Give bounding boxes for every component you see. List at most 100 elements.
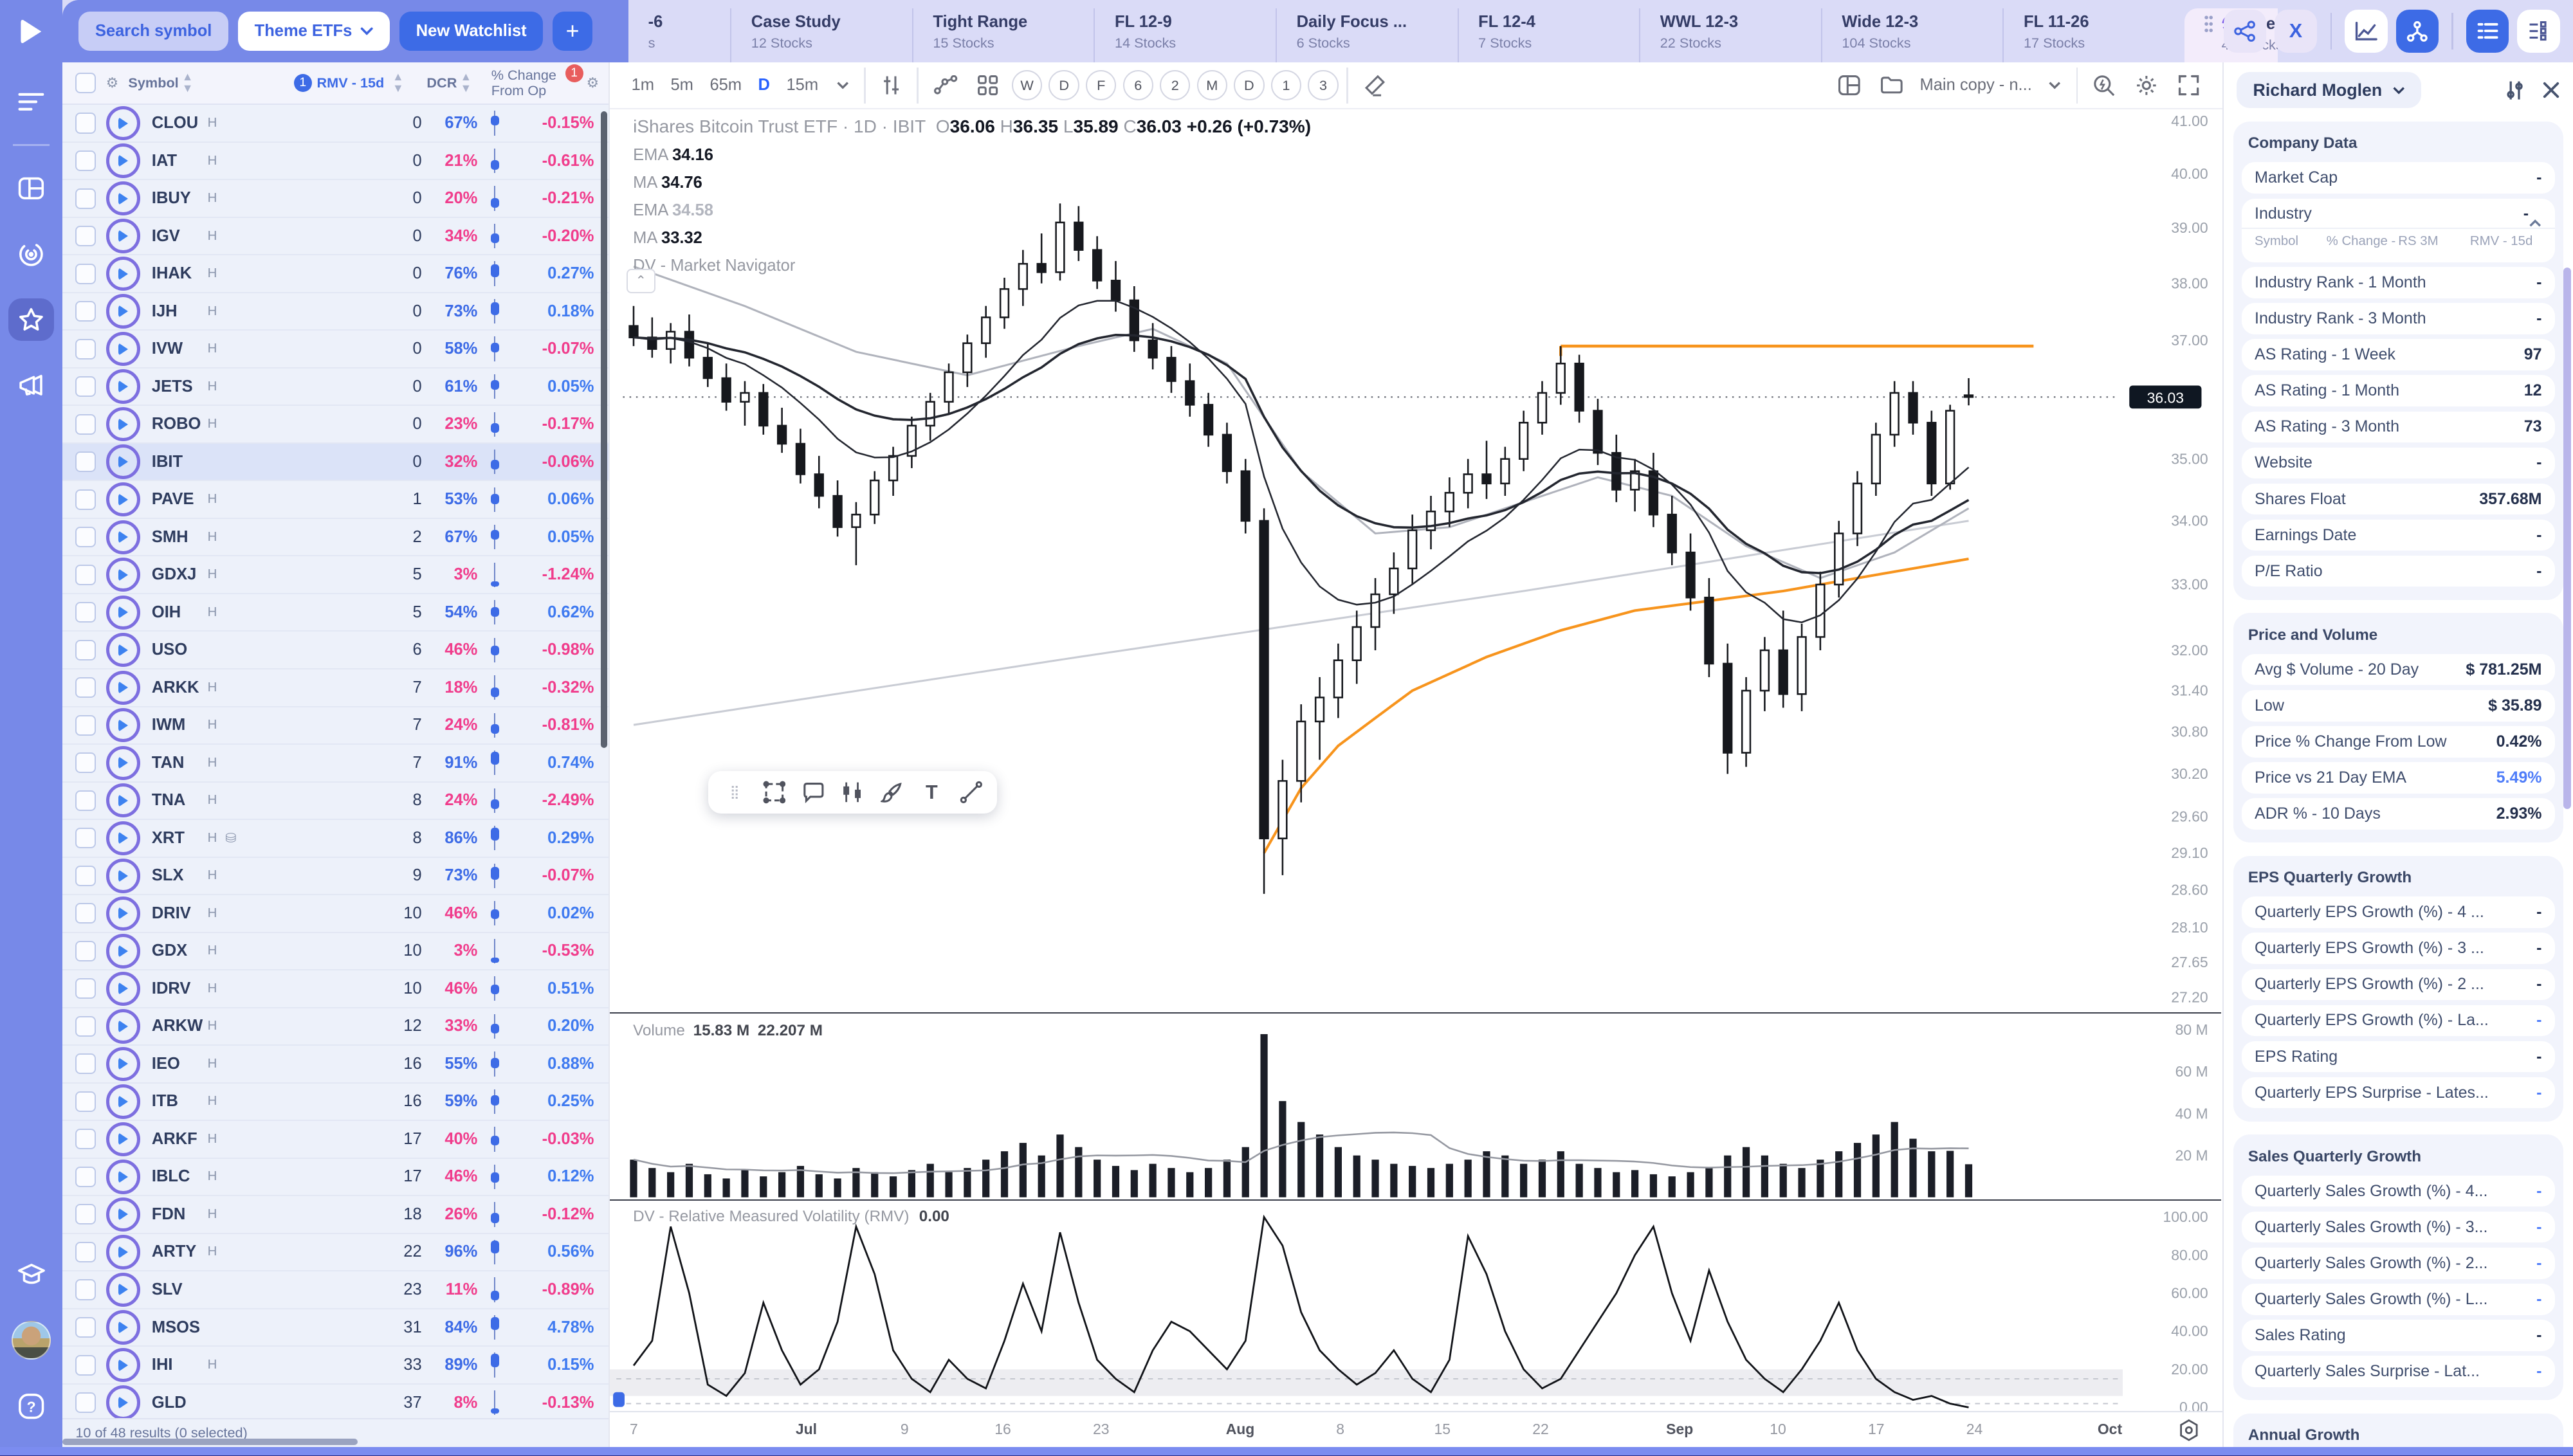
share-icon[interactable] (2223, 10, 2267, 53)
watchlist-row-itb[interactable]: ITB H 16 59% 0.25% (62, 1084, 609, 1122)
rmv-chart[interactable]: 100.00 80.00 60.00 40.00 20.00 0.00 (610, 1199, 2222, 1412)
flash-search-icon[interactable] (2092, 74, 2116, 97)
data-row[interactable]: Industry - (2241, 198, 2555, 230)
tab-fl-11-26[interactable]: FL 11-26 17 Stocks (2002, 8, 2184, 62)
row-checkbox[interactable] (75, 940, 96, 961)
symbol-icon[interactable] (105, 482, 141, 517)
data-row[interactable]: Quarterly EPS Growth (%) - 4 ... - (2241, 896, 2555, 928)
symbol-icon[interactable] (105, 105, 141, 141)
menu-icon[interactable] (8, 80, 54, 123)
select-all-checkbox[interactable] (75, 72, 96, 93)
symbol-icon[interactable] (105, 444, 141, 479)
folder-icon[interactable] (1880, 75, 1903, 95)
row-checkbox[interactable] (75, 1166, 96, 1187)
profile-selector[interactable]: Richard Moglen (2237, 72, 2422, 109)
layout-select-icon[interactable] (1838, 75, 1861, 96)
symbol-icon[interactable] (105, 1235, 141, 1269)
watchlist-row-robo[interactable]: ROBO H 0 23% -0.17% (62, 406, 609, 444)
symbol-icon[interactable] (105, 859, 141, 893)
symbol-icon[interactable] (105, 971, 141, 1006)
axis-settings-icon[interactable] (2177, 1419, 2201, 1442)
scanner-target-icon[interactable] (8, 233, 54, 275)
drag-handle-icon[interactable]: ⣿ (729, 785, 740, 800)
watchlist-row-driv[interactable]: DRIV H 10 46% 0.02% (62, 895, 609, 933)
data-panel-scrollbar[interactable] (2563, 267, 2572, 809)
comment-icon[interactable] (797, 776, 830, 809)
timeframe-chevron-icon[interactable] (836, 81, 849, 89)
layout-chevron-icon[interactable] (2048, 81, 2061, 89)
symbol-icon[interactable] (105, 1084, 141, 1119)
symbol-icon[interactable] (105, 1009, 141, 1044)
pattern-tool-icon[interactable] (836, 776, 869, 809)
row-checkbox[interactable] (75, 978, 96, 999)
row-checkbox[interactable] (75, 1316, 96, 1338)
legend-collapse-button[interactable]: ⌃ (626, 269, 655, 293)
price-chart[interactable]: 41.00 40.00 39.00 38.00 37.00 35.00 34.00 33.00… (610, 108, 2221, 1012)
text-tool-icon[interactable]: T (926, 781, 938, 803)
watchlist-row-gdxj[interactable]: GDXJ H 5 3% -1.24% (62, 556, 609, 594)
watchlist-row-ibuy[interactable]: IBUY H 0 20% -0.21% (62, 180, 609, 218)
row-checkbox[interactable] (75, 1015, 96, 1037)
row-checkbox[interactable] (75, 903, 96, 924)
molecule-view-icon[interactable] (2395, 10, 2439, 53)
layout-name[interactable]: Main copy - n... (1919, 76, 2032, 95)
period-button-w-0[interactable]: W (1011, 69, 1043, 101)
data-row[interactable]: Quarterly Sales Growth (%) - 2... - (2241, 1248, 2555, 1279)
row-checkbox[interactable] (75, 1279, 96, 1300)
watchlist-row-iat[interactable]: IAT H 0 21% -0.61% (62, 143, 609, 181)
chart-settings-gear-icon[interactable] (2135, 74, 2158, 97)
watchlist-row-ihi[interactable]: IHI H 33 89% 0.15% (62, 1347, 609, 1385)
drag-dots-icon[interactable]: •• •• •• (2204, 10, 2213, 39)
data-row[interactable]: Avg $ Volume - 20 Day $ 781.25M (2241, 653, 2555, 686)
user-avatar[interactable] (8, 1319, 54, 1361)
period-button-6-3[interactable]: 6 (1122, 69, 1153, 101)
symbol-icon[interactable] (105, 1197, 141, 1232)
app-logo[interactable] (17, 17, 46, 46)
period-button-d-1[interactable]: D (1048, 69, 1079, 101)
grid-layout-icon[interactable] (977, 75, 998, 96)
symbol-icon[interactable] (105, 558, 141, 592)
timeframe-D[interactable]: D (758, 76, 770, 95)
watchlist-row-oih[interactable]: OIH H 5 54% 0.62% (62, 594, 609, 632)
tab-tight-range[interactable]: Tight Range 15 Stocks (911, 8, 1094, 62)
row-checkbox[interactable] (75, 263, 96, 284)
watchlist-row-ieo[interactable]: IEO H 16 55% 0.88% (62, 1046, 609, 1084)
data-row[interactable]: Quarterly EPS Growth (%) - La... - (2241, 1005, 2555, 1037)
period-button-m-5[interactable]: M (1196, 69, 1228, 101)
watchlist-row-tna[interactable]: TNA H 8 24% -2.49% (62, 783, 609, 821)
tab-wwl-12-3[interactable]: WWL 12-3 22 Stocks (1639, 8, 1821, 62)
watchlist-row-gld[interactable]: GLD 37 8% -0.13% (62, 1385, 609, 1419)
timeframe-65m[interactable]: 65m (710, 76, 742, 95)
tab-case-study[interactable]: Case Study 12 Stocks (730, 8, 912, 62)
row-checkbox[interactable] (75, 301, 96, 322)
watchlist-row-ivw[interactable]: IVW H 0 58% -0.07% (62, 331, 609, 369)
watchlist-row-idrv[interactable]: IDRV H 10 46% 0.51% (62, 970, 609, 1008)
row-checkbox[interactable] (75, 489, 96, 510)
symbol-icon[interactable] (105, 294, 141, 329)
watchlist-row-clou[interactable]: CLOU H 0 67% -0.15% (62, 105, 609, 143)
data-row[interactable]: Shares Float 357.68M (2241, 483, 2555, 515)
row-checkbox[interactable] (75, 865, 96, 886)
data-row[interactable]: Low $ 35.89 (2241, 690, 2555, 722)
symbol-icon[interactable] (105, 331, 141, 367)
help-icon[interactable]: ? (8, 1385, 54, 1427)
col-rmv[interactable]: 1 RMV - 15d ▲ ▼ (293, 71, 404, 95)
symbol-icon[interactable] (105, 821, 141, 855)
watchlist-scrollbar[interactable] (600, 111, 607, 749)
marquee-select-icon[interactable] (758, 776, 791, 809)
chart-view-icon[interactable] (2345, 10, 2388, 53)
megaphone-icon[interactable] (8, 364, 54, 406)
data-row[interactable]: Quarterly Sales Growth (%) - L... - (2241, 1284, 2555, 1315)
settings-gear-icon[interactable]: ⚙ (586, 74, 600, 91)
row-checkbox[interactable] (75, 1392, 96, 1414)
col-symbol[interactable]: Symbol (128, 74, 179, 91)
watchlist-row-slx[interactable]: SLX H 9 73% -0.07% (62, 858, 609, 896)
row-checkbox[interactable] (75, 828, 96, 849)
data-row[interactable]: Quarterly Sales Growth (%) - 4... - (2241, 1175, 2555, 1207)
chevron-up-icon[interactable] (2529, 201, 2541, 228)
watchlist-row-iwm[interactable]: IWM H 7 24% -0.81% (62, 707, 609, 745)
symbol-icon[interactable] (105, 745, 141, 780)
search-symbol-button[interactable]: Search symbol (78, 11, 228, 51)
data-row[interactable]: Quarterly EPS Surprise - Lates... - (2241, 1077, 2555, 1109)
trendline-tool-icon[interactable] (955, 776, 987, 809)
